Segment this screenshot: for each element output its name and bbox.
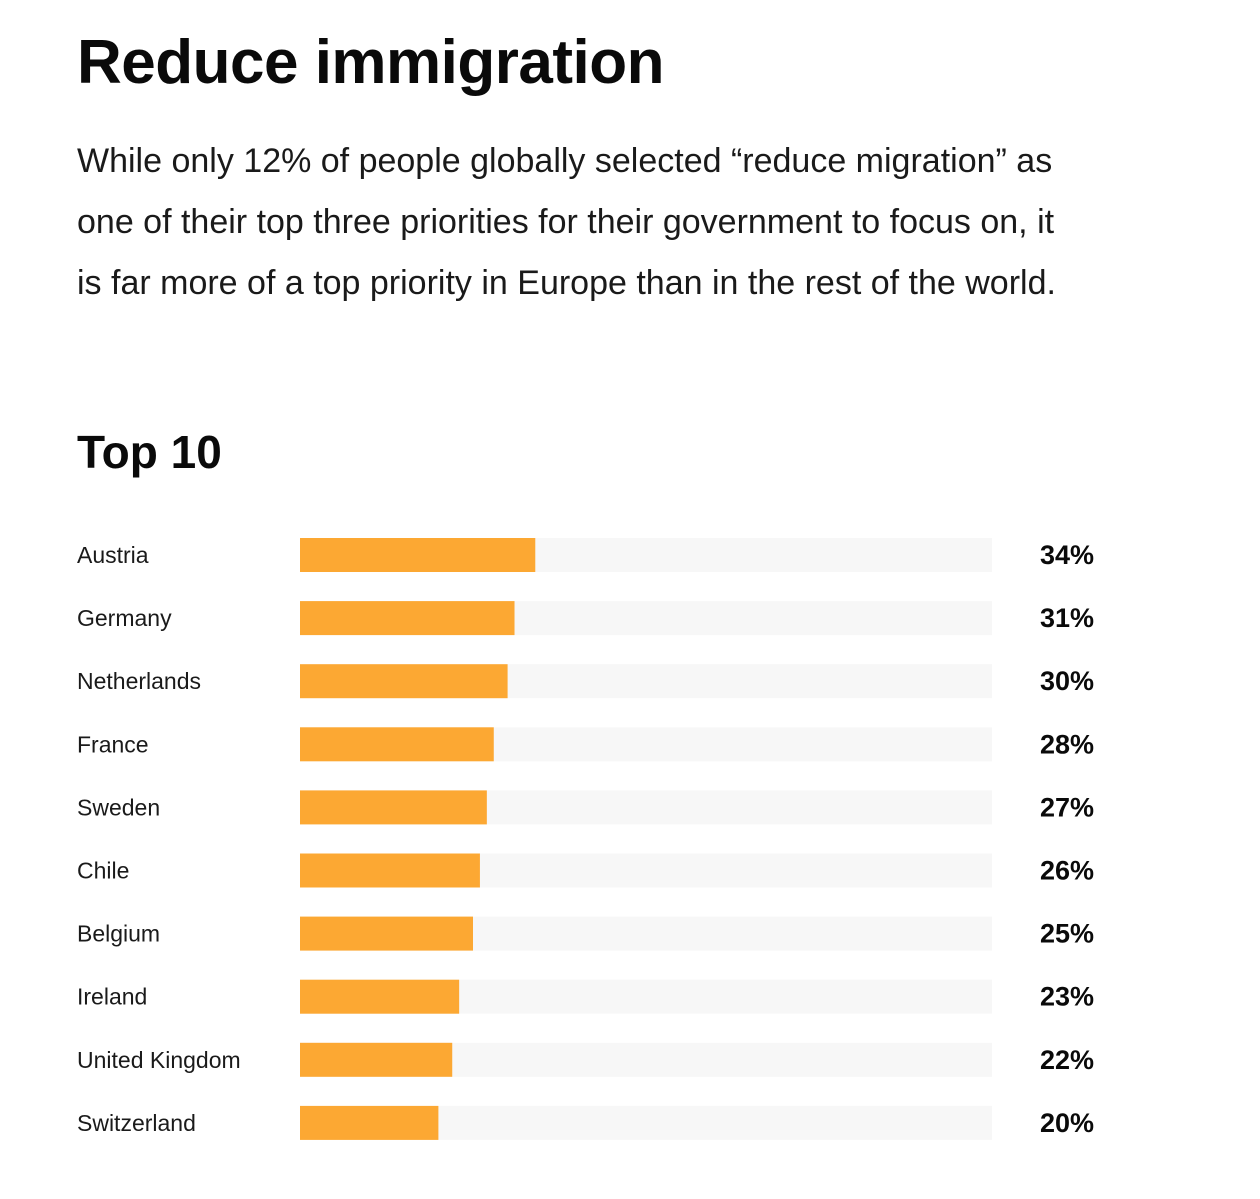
bar-row-germany: Germany 31% [77, 601, 1094, 636]
bar-sweden [300, 790, 487, 825]
category-label-belgium: Belgium [77, 921, 160, 947]
category-label-switzerland: Switzerland [77, 1110, 196, 1136]
bar-united-kingdom [300, 1042, 453, 1077]
value-label-chile: 26% [1040, 856, 1094, 886]
bar-ireland [300, 979, 460, 1014]
value-label-ireland: 23% [1040, 982, 1094, 1012]
value-label-netherlands: 30% [1040, 666, 1094, 696]
bar-austria [300, 538, 536, 572]
bar-row-austria: Austria 34% [77, 538, 1094, 572]
bar-row-ireland: Ireland 23% [77, 979, 1094, 1014]
value-label-switzerland: 20% [1040, 1108, 1094, 1138]
bar-row-united-kingdom: United Kingdom 22% [77, 1042, 1094, 1077]
bar-chile [300, 853, 480, 888]
intro-paragraph: While only 12% of people globally select… [77, 142, 1056, 302]
bar-row-belgium: Belgium 25% [77, 916, 1094, 951]
value-label-austria: 34% [1040, 540, 1094, 570]
bar-row-sweden: Sweden 27% [77, 790, 1094, 825]
value-label-sweden: 27% [1040, 792, 1094, 822]
bar-row-switzerland: Switzerland 20% [77, 1105, 1094, 1140]
category-label-ireland: Ireland [77, 984, 147, 1010]
page-title: Reduce immigration [77, 28, 665, 97]
category-label-germany: Germany [77, 605, 172, 631]
value-label-belgium: 25% [1040, 919, 1094, 949]
category-label-netherlands: Netherlands [77, 668, 201, 694]
bar-row-france: France 28% [77, 727, 1094, 762]
bar-germany [300, 601, 515, 636]
chart-title: Top 10 [77, 426, 222, 478]
category-label-sweden: Sweden [77, 794, 160, 820]
category-label-chile: Chile [77, 858, 129, 884]
bar-row-netherlands: Netherlands 30% [77, 664, 1094, 699]
bar-row-chile: Chile 26% [77, 853, 1094, 888]
category-label-united-kingdom: United Kingdom [77, 1047, 241, 1073]
bar-france [300, 727, 494, 762]
value-label-france: 28% [1040, 729, 1094, 759]
category-label-france: France [77, 731, 149, 757]
bar-switzerland [300, 1105, 439, 1140]
value-label-germany: 31% [1040, 603, 1094, 633]
bar-netherlands [300, 664, 508, 699]
value-label-united-kingdom: 22% [1040, 1045, 1094, 1075]
bar-belgium [300, 916, 473, 951]
category-label-austria: Austria [77, 542, 149, 568]
